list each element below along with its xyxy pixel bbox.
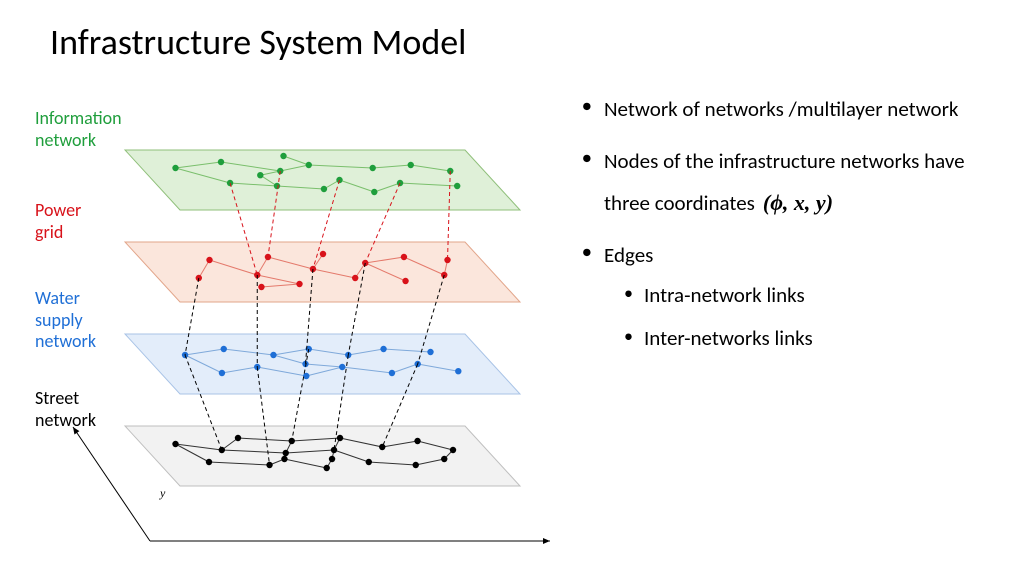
bullet-item: Nodes of the infrastructure networks hav… [604,142,1000,224]
layer-water [125,334,520,394]
bullet-item: Network of networks /multilayer network [604,90,1000,130]
sub-bullet-item: Intra-network links [644,276,1000,316]
layer-info [125,150,520,210]
bullet-list: Network of networks /multilayer network N… [580,90,1000,371]
sub-bullet-item: Inter-networks links [644,319,1000,359]
bullet-item: EdgesIntra-network linksInter-networks l… [604,236,1000,360]
layer-power [125,242,520,302]
layer-label-water: Watersupplynetwork [35,288,96,353]
slide: Infrastructure System Model y x Network … [0,0,1024,576]
coordinates-notation: (ϕ, x, y) [755,190,833,215]
layer-label-info: Informationnetwork [35,108,122,151]
layer-label-power: Powergrid [35,200,81,243]
multilayer-diagram: y x [30,90,570,550]
layer-label-street: Streetnetwork [35,388,96,431]
layer-street [125,426,520,486]
page-title: Infrastructure System Model [50,20,466,64]
axis-y-label: y [160,486,165,501]
diagram-svg [30,90,570,550]
